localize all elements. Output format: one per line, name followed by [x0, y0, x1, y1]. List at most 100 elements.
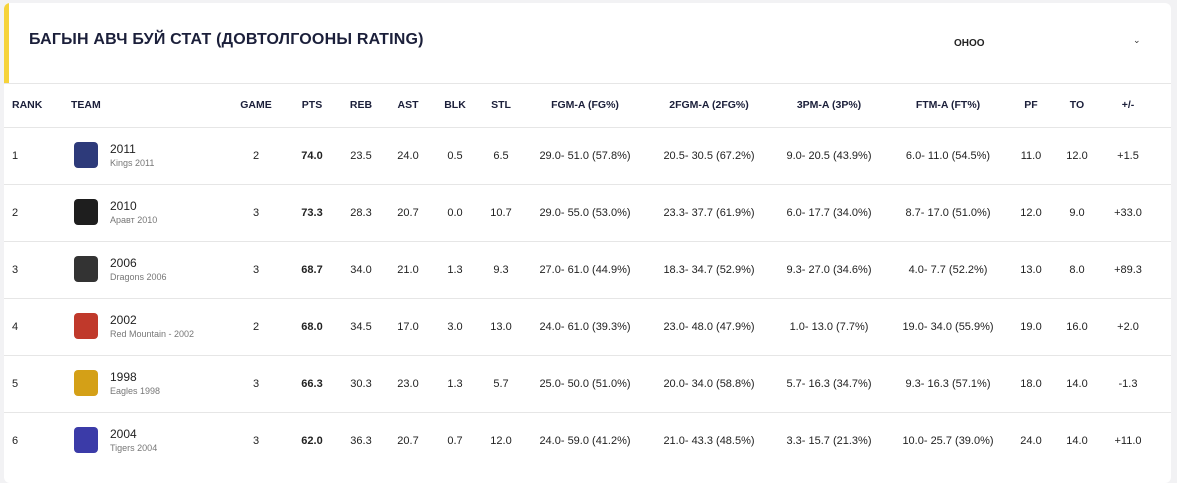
team-name[interactable]: 2006	[110, 256, 137, 270]
col-blk[interactable]: BLK	[444, 99, 466, 111]
cell-pf: 18.0	[1020, 378, 1042, 390]
cell-stl: 6.5	[493, 150, 509, 162]
team-subtitle: Eagles 1998	[110, 386, 161, 396]
chevron-down-icon[interactable]: ⌄	[1133, 35, 1141, 45]
col-plus-minus[interactable]: +/-	[1121, 99, 1135, 111]
cell-pts: 74.0	[301, 150, 323, 162]
cell-blk: 1.3	[447, 378, 463, 390]
cell-game: 2	[252, 321, 260, 333]
cell-game: 2	[252, 150, 260, 162]
col-ast[interactable]: AST	[397, 99, 419, 111]
cell-stl: 5.7	[493, 378, 509, 390]
cell-blk: 0.0	[447, 207, 463, 219]
team-logo-icon	[74, 199, 98, 225]
col-2fg[interactable]: 2FGM-A (2FG%)	[669, 99, 749, 111]
team-subtitle: Dragons 2006	[110, 272, 167, 282]
table-row[interactable]: 2002 Red Mountain - 2002 4 2 68.0 34.5 17.0 3.0…	[4, 298, 1171, 355]
cell-ast: 24.0	[397, 150, 419, 162]
cell-rank: 5	[12, 378, 19, 390]
cell-reb: 28.3	[350, 207, 372, 219]
cell-blk: 1.3	[447, 264, 463, 276]
stats-card: БАГЫН АВЧ БУЙ СТАТ (ДОВТОЛГООНЫ RATING) …	[4, 3, 1171, 483]
cell-pm: +11.0	[1114, 435, 1142, 447]
cell-pts: 73.3	[301, 207, 323, 219]
cell-ast: 21.0	[397, 264, 419, 276]
cell-blk: 0.5	[447, 150, 463, 162]
cell-pf: 12.0	[1020, 207, 1042, 219]
cell-rank: 4	[12, 321, 19, 333]
col-pf[interactable]: PF	[1024, 99, 1038, 111]
cell-ft: 19.0- 34.0 (55.9%)	[902, 321, 994, 333]
table-row[interactable]: 1998 Eagles 1998 5 3 66.3 30.3 23.0 1.3 5.7 25.0-…	[4, 355, 1171, 412]
team-name[interactable]: 2011	[110, 142, 136, 156]
col-to[interactable]: TO	[1069, 99, 1085, 111]
col-stl[interactable]: STL	[491, 99, 511, 111]
team-name[interactable]: 1998	[110, 370, 137, 384]
cell-reb: 34.0	[350, 264, 372, 276]
cell-ast: 20.7	[397, 207, 419, 219]
cell-rank: 3	[12, 264, 19, 276]
cell-fg3: 9.0- 20.5 (43.9%)	[786, 150, 872, 162]
table-row[interactable]: 2004 Tigers 2004 6 3 62.0 36.3 20.7 0.7 12.0 24.0…	[4, 412, 1171, 469]
cell-fg2: 18.3- 34.7 (52.9%)	[663, 264, 755, 276]
cell-pf: 24.0	[1020, 435, 1042, 447]
cell-rank: 2	[12, 207, 19, 219]
cell-fg3: 9.3- 27.0 (34.6%)	[786, 264, 872, 276]
cell-fg2: 23.0- 48.0 (47.9%)	[663, 321, 755, 333]
cell-pts: 62.0	[301, 435, 323, 447]
cell-pf: 11.0	[1020, 150, 1042, 162]
cell-ft: 9.3- 16.3 (57.1%)	[905, 378, 991, 390]
cell-fg: 29.0- 55.0 (53.0%)	[539, 207, 631, 219]
table-row[interactable]: 2006 Dragons 2006 3 3 68.7 34.0 21.0 1.3 9.3 27.0…	[4, 241, 1171, 298]
team-logo-icon	[74, 142, 98, 168]
cell-fg3: 6.0- 17.7 (34.0%)	[786, 207, 872, 219]
cell-fg2: 20.0- 34.0 (58.8%)	[663, 378, 755, 390]
cell-pts: 68.0	[301, 321, 323, 333]
cell-game: 3	[252, 435, 260, 447]
cell-ft: 10.0- 25.7 (39.0%)	[902, 435, 994, 447]
cell-pm: +1.5	[1117, 150, 1139, 162]
col-fg[interactable]: FGM-A (FG%)	[551, 99, 619, 111]
cell-reb: 30.3	[350, 378, 372, 390]
col-ft[interactable]: FTM-A (FT%)	[915, 99, 981, 111]
team-subtitle: Kings 2011	[110, 158, 155, 168]
card-header: БАГЫН АВЧ БУЙ СТАТ (ДОВТОЛГООНЫ RATING) …	[4, 3, 1171, 83]
cell-reb: 34.5	[350, 321, 372, 333]
team-name[interactable]: 2002	[110, 313, 137, 327]
col-3p[interactable]: 3PM-A (3P%)	[796, 99, 862, 111]
cell-pm: +2.0	[1117, 321, 1139, 333]
col-rank[interactable]: RANK	[12, 99, 43, 111]
table-row[interactable]: 2011 Kings 2011 1 2 74.0 23.5 24.0 0.5 6.5 29.0- …	[4, 127, 1171, 184]
cell-fg3: 3.3- 15.7 (21.3%)	[786, 435, 872, 447]
col-pts[interactable]: PTS	[301, 99, 323, 111]
cell-game: 3	[252, 378, 260, 390]
team-logo-icon	[74, 256, 98, 282]
cell-fg: 24.0- 61.0 (39.3%)	[539, 321, 631, 333]
cell-blk: 0.7	[447, 435, 463, 447]
cell-rank: 1	[12, 150, 19, 162]
cell-ft: 6.0- 11.0 (54.5%)	[905, 150, 991, 162]
cell-pm: +89.3	[1114, 264, 1142, 276]
col-game[interactable]: GAME	[240, 99, 272, 111]
table-row[interactable]: 2010 Аравт 2010 2 3 73.3 28.3 20.7 0.0 10.7 29.0-…	[4, 184, 1171, 241]
team-subtitle: Tigers 2004	[110, 443, 158, 453]
cell-to: 14.0	[1066, 378, 1088, 390]
cell-game: 3	[252, 207, 260, 219]
season-dropdown-label[interactable]: ОНОО	[954, 38, 985, 49]
col-team[interactable]: TEAM	[71, 99, 101, 111]
cell-pts: 68.7	[301, 264, 323, 276]
team-name[interactable]: 2010	[110, 199, 137, 213]
cell-fg3: 5.7- 16.3 (34.7%)	[786, 378, 872, 390]
cell-rank: 6	[12, 435, 19, 447]
cell-to: 12.0	[1066, 150, 1088, 162]
team-subtitle: Red Mountain - 2002	[110, 329, 195, 339]
cell-fg: 25.0- 50.0 (51.0%)	[539, 378, 631, 390]
cell-fg: 29.0- 51.0 (57.8%)	[539, 150, 631, 162]
cell-stl: 12.0	[490, 435, 512, 447]
cell-stl: 10.7	[490, 207, 512, 219]
cell-ast: 20.7	[397, 435, 419, 447]
team-name[interactable]: 2004	[110, 427, 137, 441]
cell-fg: 27.0- 61.0 (44.9%)	[539, 264, 631, 276]
cell-stl: 9.3	[493, 264, 509, 276]
col-reb[interactable]: REB	[349, 99, 373, 111]
